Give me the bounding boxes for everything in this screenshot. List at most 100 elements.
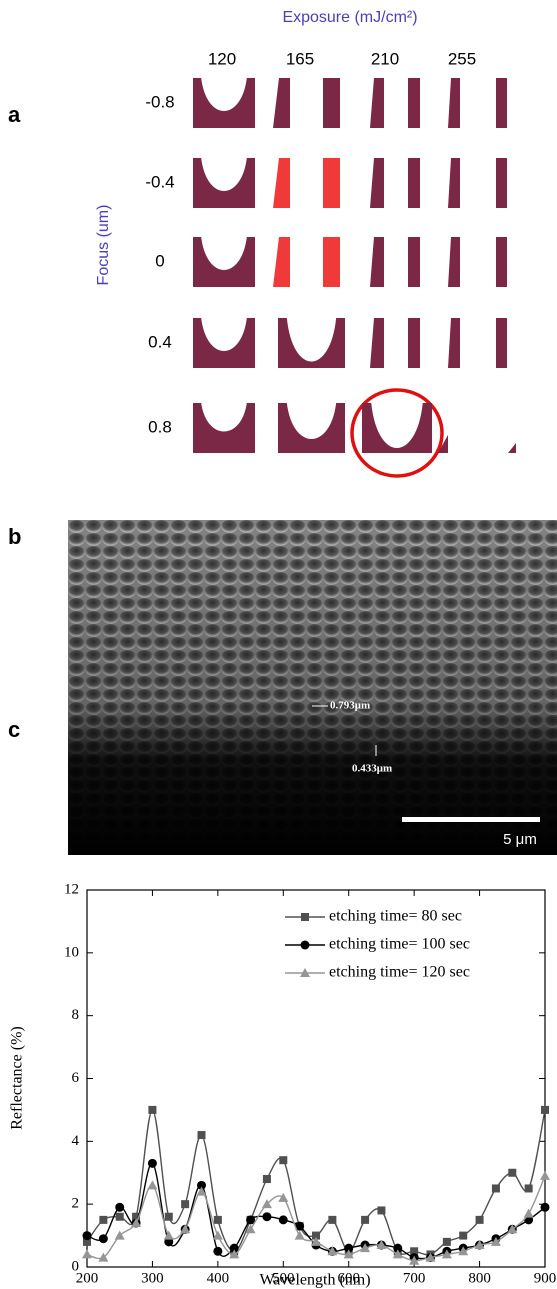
marker: [116, 1213, 124, 1221]
profile: [496, 158, 507, 208]
profile: [362, 403, 432, 453]
profile: [370, 237, 384, 287]
marker: [525, 1184, 533, 1192]
marker: [263, 1175, 271, 1183]
y-tick-label: 0: [72, 1258, 80, 1274]
y-tick-label: 10: [64, 944, 79, 960]
marker: [492, 1184, 500, 1192]
profile: [278, 318, 345, 368]
marker: [361, 1216, 369, 1224]
y-tick-label: 12: [64, 881, 79, 897]
marker: [278, 1193, 288, 1202]
exposure-label: 120: [208, 49, 236, 68]
profile: [193, 78, 255, 128]
marker: [181, 1200, 189, 1208]
profile: [273, 158, 290, 208]
sem-shade: [68, 520, 557, 855]
profile: [370, 78, 384, 128]
marker: [198, 1131, 206, 1139]
marker: [165, 1213, 173, 1221]
profile: [496, 237, 507, 287]
profile: [408, 78, 420, 128]
marker: [443, 1238, 451, 1246]
x-tick-label: 600: [337, 1270, 360, 1286]
profile: [496, 78, 507, 128]
x-tick-label: 200: [76, 1270, 99, 1286]
profile: [408, 318, 420, 368]
profile: [448, 158, 460, 208]
legend-label: etching time= 100 sec: [329, 936, 470, 953]
profile: [273, 78, 290, 128]
focus-title: Focus (um): [95, 205, 112, 286]
profile: [278, 403, 345, 453]
x-tick-label: 500: [272, 1270, 295, 1286]
x-tick-label: 900: [534, 1270, 557, 1286]
marker: [459, 1232, 467, 1240]
panel-c: Wavelength (nm) Reflectance (%) 20030040…: [9, 881, 557, 1288]
profile: [408, 158, 420, 208]
marker: [476, 1216, 484, 1224]
panel-label: c: [8, 717, 20, 742]
profile: [508, 443, 516, 453]
focus-label: 0: [155, 251, 164, 270]
y-tick-label: 4: [72, 1133, 80, 1149]
figure: a b c Exposure (mJ/cm²) Focus (um) 12016…: [0, 0, 557, 1289]
panel-label: b: [8, 524, 21, 549]
profile: [323, 78, 340, 128]
marker: [83, 1231, 92, 1240]
focus-label: 0.8: [148, 417, 172, 436]
panel-b: 0.793μm 0.433μm 5 μm: [68, 520, 557, 855]
legend-label: etching time= 120 sec: [329, 964, 470, 981]
focus-label: -0.4: [145, 172, 174, 191]
x-tick-label: 700: [403, 1270, 426, 1286]
plot-frame: [87, 890, 545, 1267]
y-tick-label: 6: [72, 1070, 80, 1086]
marker: [328, 1216, 336, 1224]
marker: [99, 1216, 107, 1224]
profile: [408, 237, 420, 287]
marker: [301, 941, 310, 950]
marker: [541, 1203, 550, 1212]
legend-label: etching time= 80 sec: [329, 908, 462, 925]
annotation: 0.433μm: [352, 763, 392, 775]
marker: [377, 1206, 385, 1214]
profile: [496, 318, 507, 368]
y-axis-title: Reflectance (%): [9, 1026, 26, 1129]
marker: [214, 1216, 222, 1224]
profile: [448, 78, 460, 128]
marker: [148, 1106, 156, 1114]
marker: [541, 1106, 549, 1114]
exposure-label: 165: [286, 49, 314, 68]
marker: [301, 913, 309, 921]
profile: [193, 403, 255, 453]
profile: [323, 158, 340, 208]
marker: [524, 1209, 534, 1218]
marker: [82, 1249, 92, 1258]
marker: [540, 1171, 550, 1180]
x-tick-label: 400: [207, 1270, 230, 1286]
exposure-label: 255: [448, 49, 476, 68]
x-tick-label: 300: [141, 1270, 164, 1286]
profile: [193, 158, 255, 208]
scale-bar: [402, 817, 540, 822]
profile: [193, 318, 255, 368]
marker: [115, 1203, 124, 1212]
marker: [164, 1231, 174, 1240]
panel-label: a: [8, 102, 21, 127]
marker: [147, 1180, 157, 1189]
focus-label: 0.4: [148, 332, 172, 351]
x-tick-label: 800: [468, 1270, 491, 1286]
y-tick-label: 8: [72, 1007, 80, 1023]
profile: [370, 158, 384, 208]
marker: [262, 1212, 271, 1221]
profile: [370, 318, 384, 368]
panel-a: Exposure (mJ/cm²) Focus (um) 120 165 210 25…: [95, 9, 516, 476]
y-tick-label: 2: [72, 1196, 80, 1212]
focus-label: -0.8: [145, 92, 174, 111]
profile: [323, 237, 340, 287]
scale-bar-label: 5 μm: [503, 831, 537, 848]
exposure-title: Exposure (mJ/cm²): [282, 9, 417, 26]
profile: [448, 237, 460, 287]
marker: [279, 1215, 288, 1224]
exposure-label: 210: [371, 49, 399, 68]
